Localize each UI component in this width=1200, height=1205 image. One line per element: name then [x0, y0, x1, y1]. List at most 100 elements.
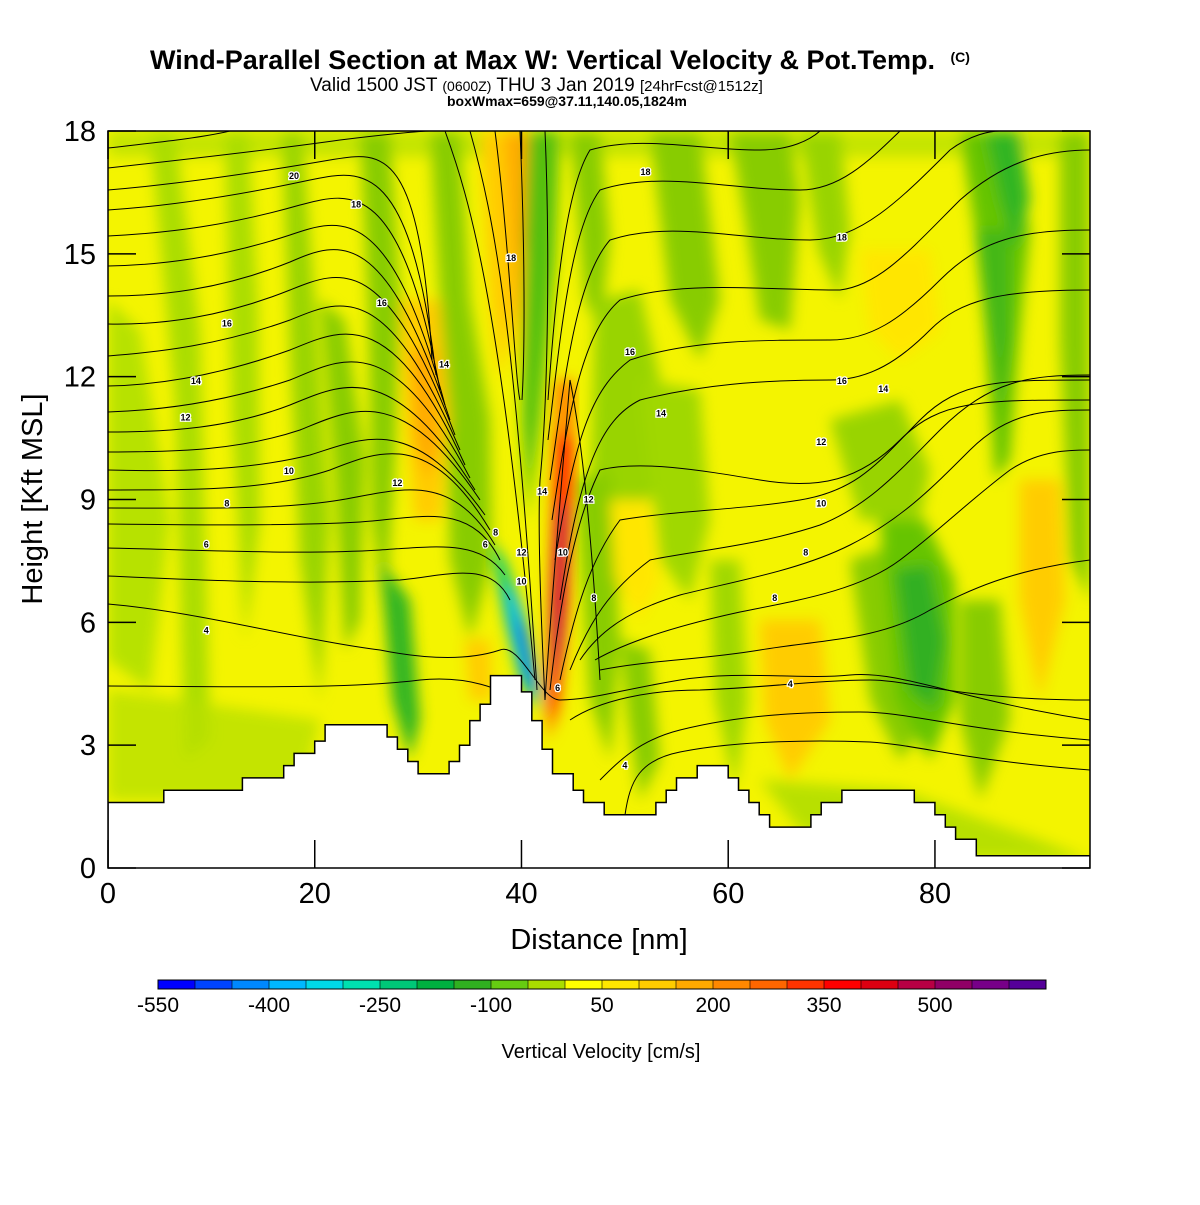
colorbar-tick-label: 500 [917, 994, 952, 1017]
contour-label: 6 [204, 540, 209, 550]
contour-label: 4 [204, 626, 209, 636]
theta-contour [108, 131, 231, 149]
contour-label: 16 [222, 318, 232, 328]
contour-label: 16 [377, 298, 387, 308]
theta-contour [599, 559, 1090, 671]
field-updraft [610, 500, 660, 620]
contour-label: 4 [788, 679, 793, 689]
field-streak [975, 230, 1010, 420]
y-tick-label: 6 [80, 607, 96, 639]
colorbar-swatch [491, 980, 529, 989]
colorbar-swatch [824, 980, 862, 989]
theta-contours [108, 131, 1090, 816]
colorbar-swatch [195, 980, 233, 989]
colorbar-tick-label: 350 [806, 994, 841, 1017]
x-tick-labels: 0 20 40 60 80 [100, 878, 951, 910]
field-updraft [860, 250, 940, 360]
field-streak [570, 131, 610, 330]
chart-subtitle: Valid 1500 JST (0600Z) THU 3 Jan 2019 [2… [310, 75, 763, 96]
y-tick-labels: 0 3 6 9 12 15 18 [64, 116, 96, 885]
contour-label: 10 [816, 499, 826, 509]
theta-contour [108, 572, 511, 601]
terrain [108, 674, 1090, 868]
contour-label: 10 [558, 548, 568, 558]
contour-label: 12 [816, 437, 826, 447]
theta-contour [108, 224, 446, 406]
colorbar-swatch [639, 980, 677, 989]
contour-label: 18 [837, 232, 847, 242]
field-streak [620, 640, 660, 800]
theta-contour [108, 546, 506, 576]
theta-contour [108, 277, 456, 436]
axis-ticks [107, 130, 1090, 869]
theta-contour [579, 409, 1090, 661]
contour-label: 18 [351, 200, 361, 210]
contour-label: 14 [878, 384, 888, 394]
colorbar-swatch [787, 980, 825, 989]
contour-labels: 2018161412108641614128618141210101286181… [179, 166, 889, 772]
contour-label: 6 [483, 540, 488, 550]
y-tick-label: 12 [64, 362, 96, 394]
contour-label: 8 [493, 527, 498, 537]
contour-label: 14 [191, 376, 201, 386]
contour-label: 14 [656, 409, 666, 419]
colorbar-swatch [676, 980, 714, 989]
y-axis-label: Height [Kft MSL] [17, 393, 49, 604]
contour-label: 8 [803, 548, 808, 558]
colorbar [157, 979, 1047, 990]
theta-contour [599, 711, 1090, 781]
theta-contour [108, 305, 461, 451]
field-streak [282, 131, 330, 700]
colorbar-tick-label: 50 [590, 994, 613, 1017]
x-tick-label: 0 [100, 878, 116, 910]
colorbar-swatch [306, 980, 344, 989]
field-updraft [410, 350, 440, 480]
contour-label: 16 [625, 347, 635, 357]
colorbar-swatch [232, 980, 270, 989]
x-tick-label: 40 [505, 878, 537, 910]
theta-contour [108, 197, 441, 391]
contour-label: 4 [622, 761, 627, 771]
contour-label: 8 [591, 593, 596, 603]
field-streak [800, 131, 850, 300]
contour-label: 12 [392, 478, 402, 488]
contour-label: 6 [555, 683, 560, 693]
contour-label: 20 [289, 171, 299, 181]
colorbar-swatch [380, 980, 418, 989]
x-tick-label: 20 [299, 878, 331, 910]
field-streak [108, 300, 170, 690]
colorbar-swatch [898, 980, 936, 989]
contour-label: 18 [641, 167, 651, 177]
field-streak [360, 131, 400, 620]
copyright-mark: (C) [950, 49, 969, 65]
colorbar-tick-labels: -550 -400 -250 -100 50 200 350 500 [137, 994, 953, 1017]
plot-area: 2018161412108641614128618141210101286181… [108, 131, 1090, 868]
field-streak [430, 131, 492, 640]
theta-contour [538, 131, 549, 701]
field-streak [710, 560, 748, 790]
y-tick-label: 18 [64, 116, 96, 148]
field-updraft [1020, 480, 1065, 700]
colorbar-tick-label: 200 [695, 994, 730, 1017]
theta-contour [108, 515, 501, 561]
y-tick-label: 3 [80, 730, 96, 762]
theta-contour [554, 229, 1090, 561]
contour-label: 18 [506, 253, 516, 263]
colorbar-swatch [972, 980, 1010, 989]
y-tick-label: 0 [80, 853, 96, 885]
colorbar-swatch [750, 980, 788, 989]
colorbar-swatch [417, 980, 455, 989]
chart-subtitle-box: boxWmax=659@37.11,140.05,1824m [447, 93, 687, 109]
theta-contour [108, 438, 486, 516]
colorbar-label: Vertical Velocity [cm/s] [502, 1041, 701, 1063]
field-streak [985, 131, 1030, 250]
colorbar-swatch [602, 980, 640, 989]
theta-contour [569, 679, 1090, 721]
contour-label: 12 [584, 495, 594, 505]
contour-label: 8 [224, 499, 229, 509]
contour-label: 12 [181, 413, 191, 423]
theta-contour [108, 410, 481, 501]
chart-title: Wind-Parallel Section at Max W: Vertical… [150, 45, 970, 75]
theta-contour [108, 386, 476, 491]
theta-contour [594, 449, 1090, 661]
